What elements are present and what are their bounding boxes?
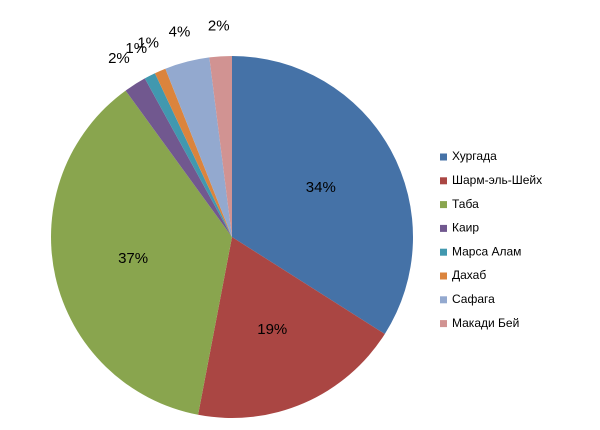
value-label: 2% bbox=[108, 50, 130, 67]
pie-slice bbox=[125, 78, 232, 237]
value-label: 1% bbox=[125, 40, 147, 57]
legend-swatch bbox=[440, 272, 447, 280]
value-label: 2% bbox=[208, 17, 230, 34]
legend-label: Шарм-эль-Шейх bbox=[452, 173, 542, 187]
value-label: 19% bbox=[257, 321, 287, 338]
legend-swatch bbox=[440, 201, 447, 209]
legend-swatch bbox=[440, 248, 447, 256]
legend-swatch bbox=[440, 320, 447, 328]
value-label: 4% bbox=[169, 24, 191, 41]
legend-swatch bbox=[440, 296, 447, 304]
legend-label: Дахаб bbox=[452, 268, 486, 282]
pie-slice bbox=[198, 237, 385, 419]
pie-slice bbox=[50, 90, 232, 415]
legend-label: Сафага bbox=[452, 292, 495, 306]
pie-slice bbox=[154, 68, 232, 238]
pie-slice bbox=[232, 56, 414, 334]
value-label: 1% bbox=[137, 34, 159, 51]
legend-swatch bbox=[440, 224, 447, 232]
pie-slice bbox=[144, 73, 232, 237]
legend-label: Марса Алам bbox=[452, 244, 521, 258]
value-label: 37% bbox=[118, 250, 148, 267]
legend-label: Каир bbox=[452, 221, 479, 235]
legend-label: Макади Бей bbox=[452, 316, 519, 330]
legend-label: Хургада bbox=[452, 149, 497, 163]
pie-slice bbox=[209, 56, 232, 237]
value-label: 34% bbox=[306, 179, 336, 196]
pie-slice bbox=[165, 57, 232, 237]
legend-swatch bbox=[440, 153, 447, 161]
legend-label: Таба bbox=[452, 197, 479, 211]
legend-swatch bbox=[440, 177, 447, 185]
